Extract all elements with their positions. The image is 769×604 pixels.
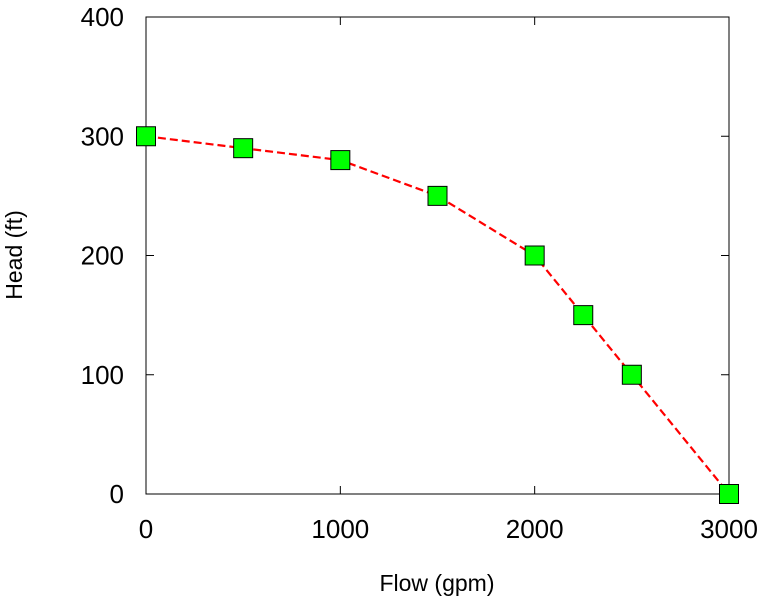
data-point-marker (427, 185, 448, 206)
y-axis-tick-labels: 0 100 200 300 400 (81, 2, 124, 509)
x-tick-label: 1000 (311, 514, 369, 544)
data-point-marker (719, 484, 739, 504)
data-point-marker (330, 150, 351, 171)
y-tick-label: 0 (110, 479, 124, 509)
plot-area (145, 16, 730, 495)
x-axis-title: Flow (gpm) (379, 570, 494, 596)
data-point-marker (621, 364, 642, 385)
data-point-marker (136, 126, 156, 147)
y-tick-label: 100 (81, 360, 124, 390)
y-axis-title: Head (ft) (1, 210, 27, 299)
x-tick-label: 0 (139, 514, 153, 544)
x-tick-label: 2000 (506, 514, 564, 544)
y-tick-label: 400 (81, 2, 124, 32)
data-point-marker (573, 305, 594, 326)
x-tick-label: 3000 (700, 514, 758, 544)
y-tick-label: 200 (81, 241, 124, 271)
y-tick-label: 300 (81, 121, 124, 151)
x-axis-tick-labels: 0 1000 2000 3000 (139, 514, 758, 544)
data-point-marker (524, 245, 545, 266)
series-layer (136, 126, 739, 504)
data-point-marker (233, 138, 254, 159)
